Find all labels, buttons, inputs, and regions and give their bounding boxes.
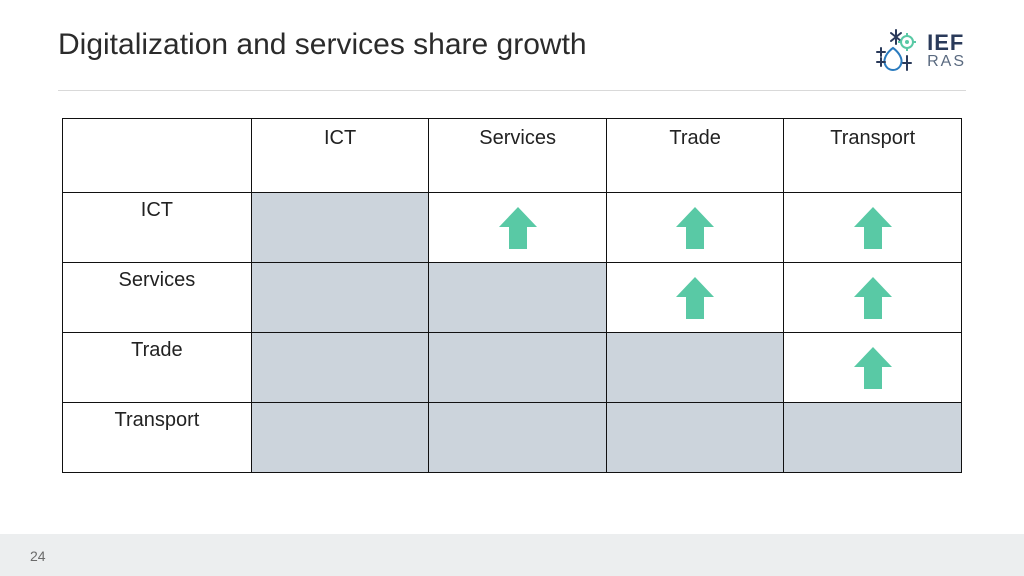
cell xyxy=(429,403,607,473)
table-header-row: ICT Services Trade Transport xyxy=(63,119,962,193)
cell xyxy=(429,333,607,403)
up-arrow-icon xyxy=(674,275,716,321)
col-header: Trade xyxy=(606,119,784,193)
page-title: Digitalization and services share growth xyxy=(58,28,587,62)
row-header: Trade xyxy=(63,333,252,403)
cell xyxy=(606,333,784,403)
logo: IEF RAS xyxy=(873,28,966,74)
table-row: ICT xyxy=(63,193,962,263)
up-arrow-icon xyxy=(852,205,894,251)
logo-line2: RAS xyxy=(927,54,966,71)
header: Digitalization and services share growth xyxy=(58,28,966,74)
divider xyxy=(58,90,966,91)
row-header: Transport xyxy=(63,403,252,473)
col-header: ICT xyxy=(251,119,429,193)
logo-text: IEF RAS xyxy=(927,31,966,71)
corner-cell xyxy=(63,119,252,193)
cell xyxy=(606,193,784,263)
cell xyxy=(784,193,962,263)
cell xyxy=(251,333,429,403)
slide: Digitalization and services share growth xyxy=(0,0,1024,576)
page-number: 24 xyxy=(30,548,46,564)
cell xyxy=(251,263,429,333)
matrix-table-wrap: ICT Services Trade Transport ICT Service… xyxy=(62,118,962,473)
cell xyxy=(429,193,607,263)
up-arrow-icon xyxy=(852,345,894,391)
cell xyxy=(251,193,429,263)
matrix-table: ICT Services Trade Transport ICT Service… xyxy=(62,118,962,473)
col-header: Services xyxy=(429,119,607,193)
row-header: ICT xyxy=(63,193,252,263)
table-row: Trade xyxy=(63,333,962,403)
table-row: Services xyxy=(63,263,962,333)
cell xyxy=(606,403,784,473)
cell xyxy=(606,263,784,333)
cell xyxy=(784,403,962,473)
up-arrow-icon xyxy=(674,205,716,251)
row-header: Services xyxy=(63,263,252,333)
cell xyxy=(429,263,607,333)
cell xyxy=(251,403,429,473)
logo-icon xyxy=(873,28,919,74)
up-arrow-icon xyxy=(497,205,539,251)
logo-line1: IEF xyxy=(927,31,966,54)
cell xyxy=(784,333,962,403)
footer-bar xyxy=(0,534,1024,576)
cell xyxy=(784,263,962,333)
table-row: Transport xyxy=(63,403,962,473)
up-arrow-icon xyxy=(852,275,894,321)
col-header: Transport xyxy=(784,119,962,193)
